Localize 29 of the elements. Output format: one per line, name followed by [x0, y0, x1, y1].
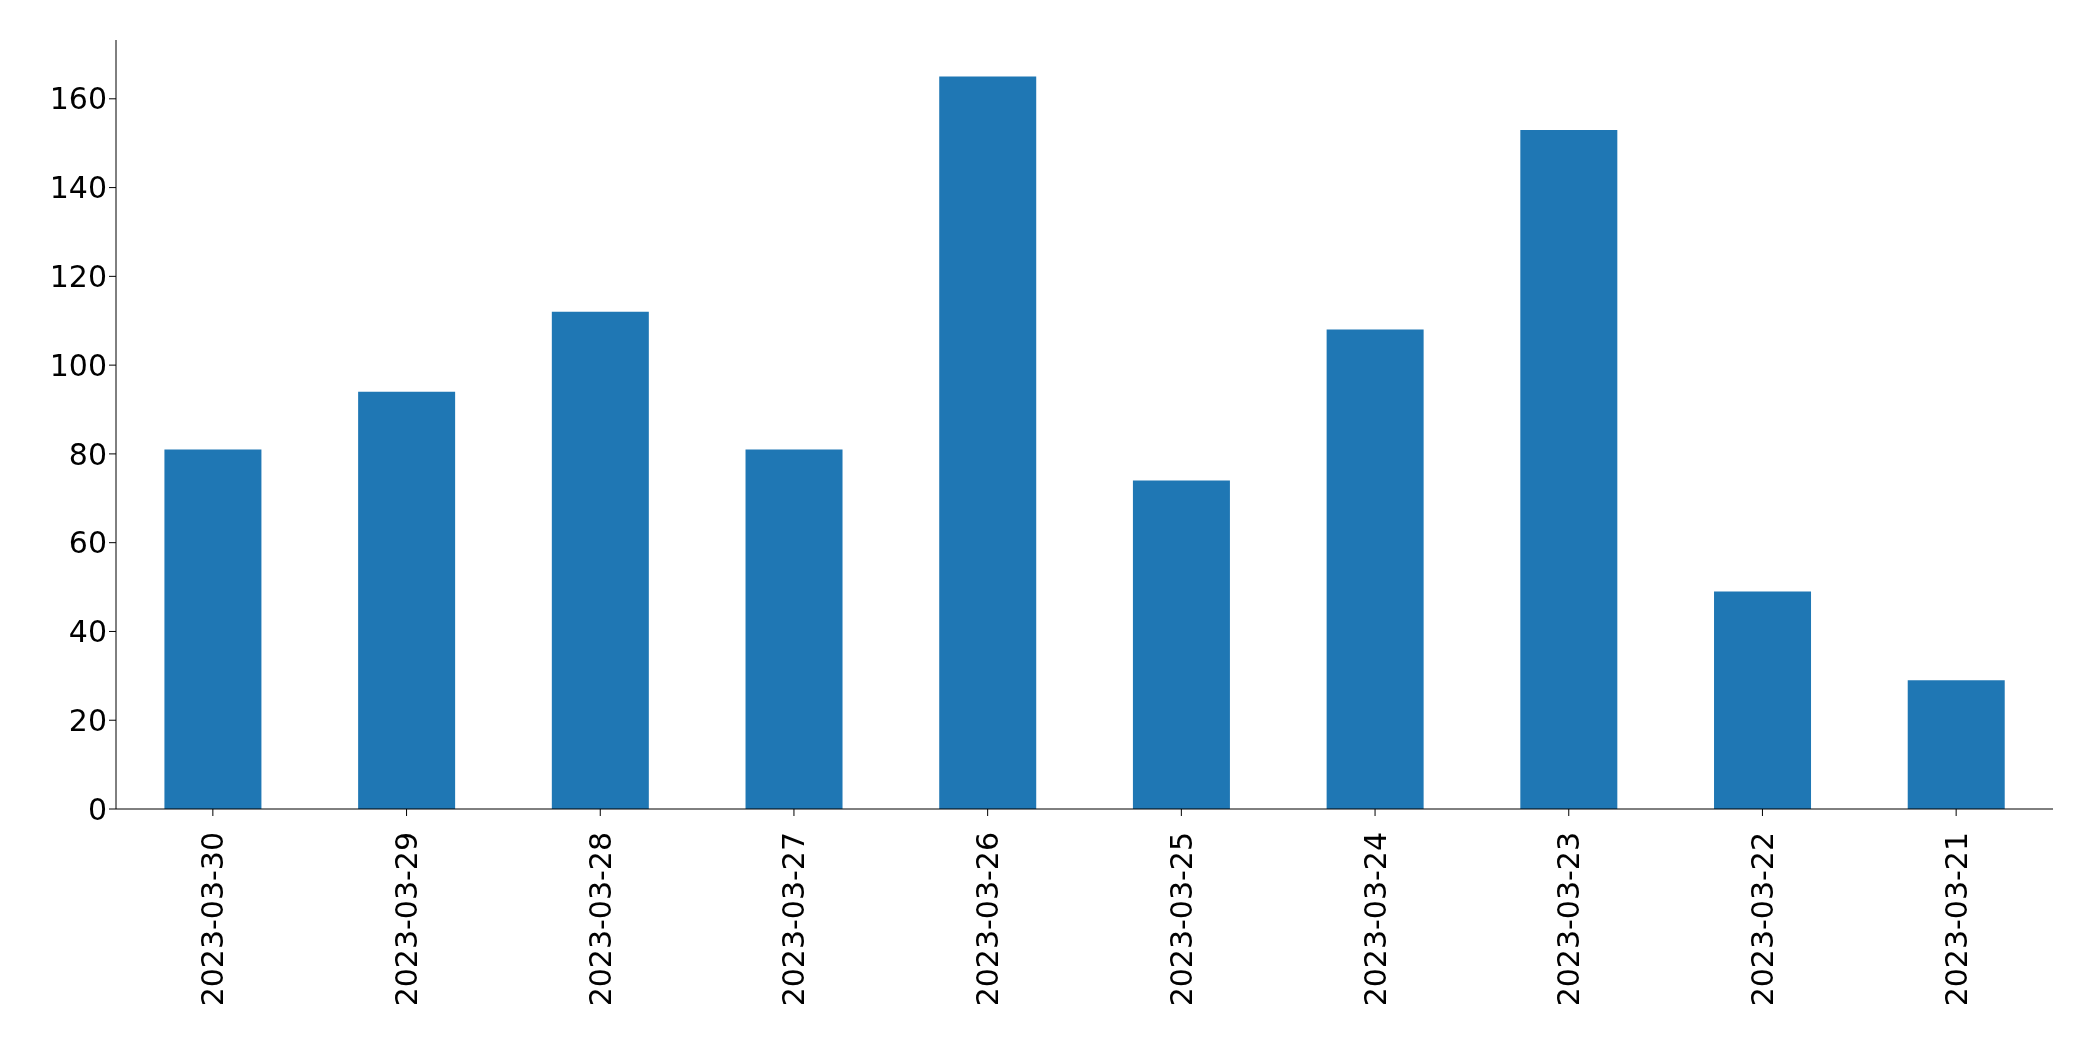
- x-tick-label: 2023-03-27: [776, 832, 812, 1007]
- bar: [358, 391, 456, 809]
- bar: [551, 311, 649, 809]
- bar: [1907, 680, 2005, 809]
- x-tick-label: 2023-03-22: [1744, 832, 1780, 1007]
- y-tick-label: 40: [68, 614, 107, 650]
- x-tick-label: 2023-03-23: [1551, 832, 1587, 1007]
- y-tick-label: 60: [68, 525, 107, 561]
- x-tick-label: 2023-03-24: [1357, 832, 1393, 1007]
- x-tick-label: 2023-03-28: [582, 832, 618, 1007]
- bar: [1132, 480, 1230, 809]
- x-tick-label: 2023-03-30: [195, 832, 231, 1007]
- bar: [745, 449, 843, 809]
- x-tick-label: 2023-03-21: [1938, 832, 1974, 1007]
- bar: [939, 76, 1037, 809]
- bar: [1714, 591, 1812, 809]
- y-tick-label: 20: [68, 702, 107, 738]
- y-tick-label: 0: [87, 791, 107, 827]
- x-tick-label: 2023-03-26: [970, 832, 1006, 1007]
- bar: [1520, 129, 1618, 809]
- y-tick-label: 80: [68, 436, 107, 472]
- bar: [1326, 329, 1424, 809]
- x-tick-label: 2023-03-25: [1163, 832, 1199, 1007]
- y-tick-label: 100: [49, 347, 107, 383]
- y-tick-label: 120: [49, 259, 107, 295]
- bar: [164, 449, 262, 809]
- y-tick-label: 140: [49, 170, 107, 206]
- y-tick-label: 160: [49, 81, 107, 117]
- x-tick-label: 2023-03-29: [389, 832, 425, 1007]
